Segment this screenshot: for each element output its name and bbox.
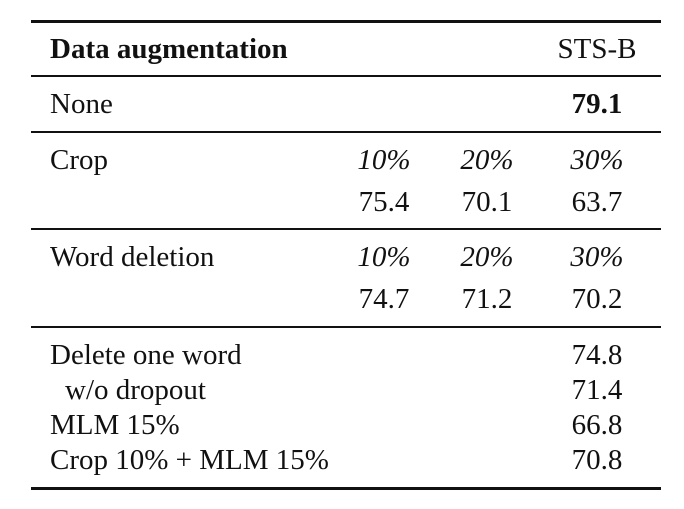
crop-rate-30: 30% (570, 144, 624, 176)
mlm-label: MLM 15% (50, 409, 180, 441)
rule-after-crop (31, 228, 661, 230)
delete-one-word-value: 74.8 (571, 339, 623, 371)
header-metric: STS-B (557, 33, 637, 65)
header-method: Data augmentation (50, 33, 288, 65)
without-dropout-label: w/o dropout (65, 374, 206, 406)
word-deletion-rate-10: 10% (357, 241, 411, 273)
delete-one-word-label: Delete one word (50, 339, 242, 371)
crop-rate-20: 20% (460, 144, 514, 176)
crop-mlm-label: Crop 10% + MLM 15% (50, 444, 329, 476)
bottom-rule (31, 487, 661, 490)
none-label: None (50, 88, 113, 120)
results-table: Data augmentation STS-B None 79.1 Crop 1… (31, 20, 661, 490)
crop-mlm-value: 70.8 (571, 444, 623, 476)
word-deletion-label: Word deletion (50, 241, 215, 273)
crop-value-10: 75.4 (358, 186, 410, 218)
rule-after-none (31, 131, 661, 133)
crop-label: Crop (50, 144, 108, 176)
word-deletion-value-30: 70.2 (571, 283, 623, 315)
crop-value-30: 63.7 (571, 186, 623, 218)
crop-rate-10: 10% (357, 144, 411, 176)
top-rule (31, 20, 661, 23)
mlm-value: 66.8 (571, 409, 623, 441)
without-dropout-value: 71.4 (571, 374, 623, 406)
none-value: 79.1 (571, 88, 623, 120)
word-deletion-value-10: 74.7 (358, 283, 410, 315)
word-deletion-value-20: 71.2 (461, 283, 513, 315)
rule-after-word-deletion (31, 326, 661, 328)
word-deletion-rate-30: 30% (570, 241, 624, 273)
crop-value-20: 70.1 (461, 186, 513, 218)
word-deletion-rate-20: 20% (460, 241, 514, 273)
header-rule (31, 75, 661, 77)
